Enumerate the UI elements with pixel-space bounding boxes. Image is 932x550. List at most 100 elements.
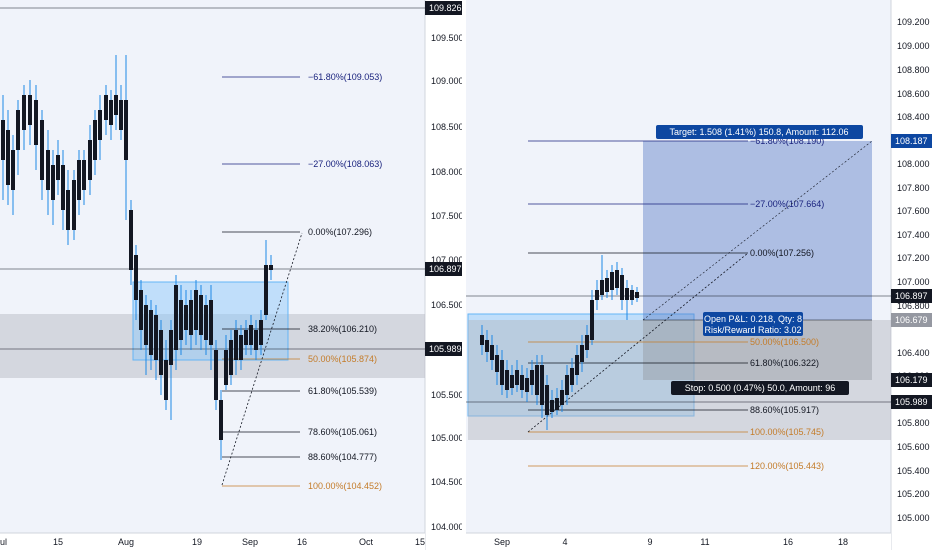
right-price-axis-label: 107.000	[897, 277, 930, 287]
target-label[interactable]: Target: 1.508 (1.41%) 150.8, Amount: 112…	[656, 125, 863, 139]
candle-body	[625, 288, 629, 300]
right-price-axis-label: 105.800	[897, 418, 930, 428]
candle-body	[164, 360, 168, 400]
left-fib-retracement[interactable]: −61.80%(109.053) −27.00%(108.063) 0.00%(10…	[222, 72, 382, 491]
right-price-axis-label: 107.200	[897, 253, 930, 263]
right-price-axis-label: 105.000	[897, 513, 930, 523]
left-price-axis-label: 107.000	[431, 255, 464, 265]
right-price-axis-label: 105.200	[897, 489, 930, 499]
right-price-axis[interactable]	[891, 0, 932, 550]
candle-body	[144, 305, 148, 345]
right-price-axis-label: 106.400	[897, 348, 930, 358]
left-time-axis[interactable]	[0, 533, 425, 550]
right-fib-extension[interactable]: −61.80%(108.190) −27.00%(107.664) 0.00%(10…	[528, 136, 824, 471]
candle-body	[244, 330, 248, 345]
left-fib-level-label: 88.60%(104.777)	[308, 452, 377, 462]
candle-body	[72, 180, 76, 230]
candle-body	[264, 265, 268, 315]
candle-body	[595, 290, 599, 300]
candle-body	[249, 325, 253, 345]
left-fib-level-label: 50.00%(105.874)	[308, 354, 377, 364]
left-time-axis-label: 15	[53, 537, 63, 547]
candle-body	[179, 300, 183, 340]
right-time-axis-label: 9	[647, 537, 652, 547]
right-price-axis-label: 107.800	[897, 183, 930, 193]
left-price-tag: 105.989	[425, 342, 466, 356]
open-pnl-label[interactable]: Open P&L: 0.218, Qty: 8 Risk/Reward Rati…	[703, 312, 803, 336]
left-price-axis-label: 105.000	[431, 433, 464, 443]
right-price-axis-label: 107.400	[897, 230, 930, 240]
right-price-axis-label: 109.000	[897, 41, 930, 51]
candle-body	[219, 400, 223, 440]
right-time-axis-label: 11	[700, 537, 709, 547]
right-fib-level-label: 61.80%(106.322)	[750, 358, 819, 368]
stop-label[interactable]: Stop: 0.500 (0.47%) 50.0, Amount: 96	[671, 381, 849, 395]
left-chart-panel[interactable]: −61.80%(109.053) −27.00%(108.063) 0.00%(10…	[0, 0, 466, 550]
right-chart-canvas[interactable]: −61.80%(108.190) −27.00%(107.664) 0.00%(10…	[466, 0, 932, 550]
candle-body	[545, 385, 549, 415]
left-fib-level-label: 78.60%(105.061)	[308, 427, 377, 437]
left-time-axis-label: 19	[192, 537, 202, 547]
candle-body	[254, 330, 258, 350]
candle-body	[234, 330, 238, 360]
candle-body	[510, 375, 514, 388]
candle-body	[6, 130, 10, 185]
right-fib-level-label: 120.00%(105.443)	[750, 461, 824, 471]
right-fib-trend-line[interactable]	[527, 252, 749, 433]
candle-body	[535, 365, 539, 395]
candle-body	[149, 310, 153, 355]
candle-body	[239, 335, 243, 360]
right-price-tag: 106.179	[891, 373, 932, 387]
candle-body	[575, 355, 579, 375]
left-candlestick-series	[1, 55, 273, 460]
right-price-axis-label: 107.600	[897, 206, 930, 216]
left-price-axis-label: 104.000	[431, 522, 464, 532]
candle-body	[635, 292, 639, 298]
candle-body	[209, 300, 213, 345]
right-price-tag: 106.679	[891, 313, 932, 327]
left-fib-trend-line[interactable]	[221, 232, 303, 486]
candle-body	[11, 150, 15, 190]
candle-body	[580, 345, 584, 362]
right-time-axis-label: 16	[783, 537, 793, 547]
left-price-axis-label: 107.500	[431, 211, 464, 221]
left-price-axis-label: 109.500	[431, 33, 464, 43]
candle-body	[585, 335, 589, 350]
candle-body	[139, 290, 143, 330]
candle-body	[214, 350, 218, 400]
candle-body	[134, 255, 138, 300]
chart-divider[interactable]	[462, 0, 466, 550]
candle-body	[500, 360, 504, 385]
left-time-axis-label: ul	[0, 537, 7, 547]
candle-body	[615, 270, 619, 288]
left-price-tag: 109.826	[425, 1, 466, 15]
candle-body	[46, 150, 50, 190]
candle-body	[610, 272, 614, 290]
candle-body	[104, 95, 108, 120]
candle-body	[570, 368, 574, 385]
right-price-tag: 108.187	[891, 134, 932, 148]
left-time-axis-label: 15	[415, 537, 425, 547]
svg-text:106.897: 106.897	[429, 264, 462, 274]
svg-text:106.179: 106.179	[895, 375, 928, 385]
candle-body	[119, 100, 123, 130]
candle-body	[630, 290, 634, 300]
candle-body	[530, 370, 534, 385]
svg-text:Stop: 0.500 (0.47%) 50.0, Amou: Stop: 0.500 (0.47%) 50.0, Amount: 96	[685, 383, 836, 393]
candle-body	[129, 210, 133, 270]
right-price-axis-label: 109.200	[897, 17, 930, 27]
right-fib-level-label: 0.00%(107.256)	[750, 248, 814, 258]
right-chart-panel[interactable]: −61.80%(108.190) −27.00%(107.664) 0.00%(10…	[466, 0, 932, 550]
candle-body	[560, 390, 564, 405]
candle-body	[189, 300, 193, 335]
left-chart-canvas[interactable]: −61.80%(109.053) −27.00%(108.063) 0.00%(10…	[0, 0, 466, 550]
candle-body	[194, 290, 198, 330]
candle-body	[224, 350, 228, 385]
left-fib-level-label: −27.00%(108.063)	[308, 159, 382, 169]
candle-body	[40, 120, 44, 180]
left-fib-level-label: −61.80%(109.053)	[308, 72, 382, 82]
right-time-axis[interactable]	[466, 533, 891, 550]
candle-body	[525, 378, 529, 392]
right-price-axis-label: 108.400	[897, 112, 930, 122]
candle-body	[51, 165, 55, 200]
